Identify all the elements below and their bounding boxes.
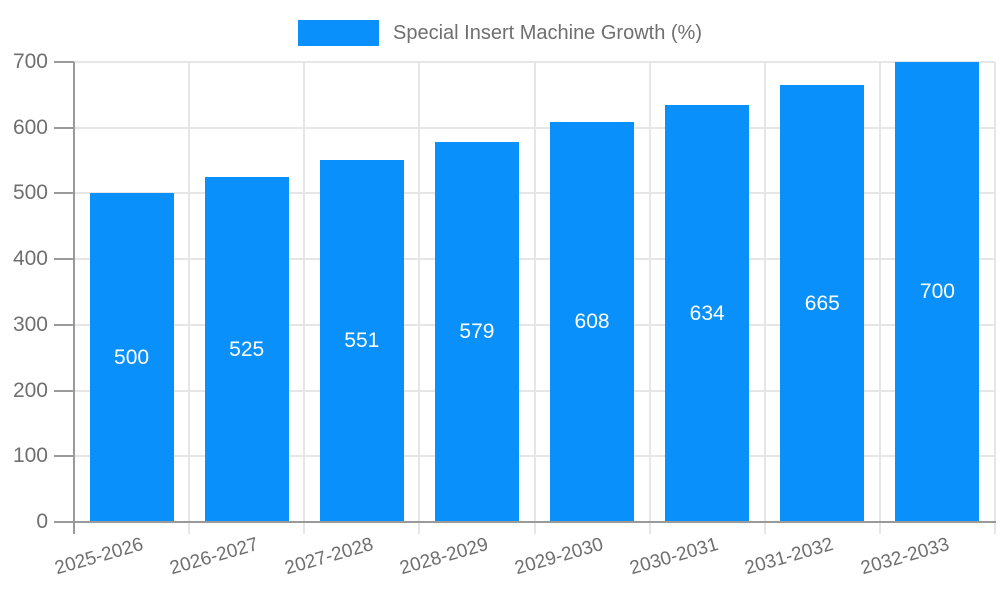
y-axis-tick-label: 500 [12, 181, 48, 205]
y-axis-tick-label: 400 [12, 247, 48, 271]
y-axis-tick-label: 300 [12, 312, 48, 336]
x-axis-tick-label: 2027-2028 [282, 534, 376, 580]
x-axis-line [73, 521, 996, 523]
bar-value-label: 608 [574, 310, 610, 334]
bar-value-label: 500 [114, 345, 150, 369]
y-axis-tick [54, 389, 74, 392]
y-axis-tick [54, 455, 74, 458]
y-axis-tick [54, 258, 74, 261]
x-axis-tick-label: 2030-2031 [627, 534, 721, 580]
bar[interactable] [895, 62, 980, 522]
y-axis-line [73, 62, 75, 534]
y-axis-tick-label: 100 [12, 444, 48, 468]
y-axis-tick-label: 600 [12, 115, 48, 139]
x-axis-tick [188, 522, 191, 534]
x-axis-tick [994, 522, 996, 534]
bar[interactable] [89, 193, 174, 522]
x-gridline [763, 62, 766, 522]
bar[interactable] [319, 159, 404, 522]
bar-value-label: 700 [919, 280, 955, 303]
bar[interactable] [204, 177, 289, 522]
x-axis-tick [878, 522, 881, 534]
x-axis-tick-label: 2025-2026 [52, 534, 146, 580]
legend-label: Special Insert Machine Growth (%) [392, 21, 702, 44]
x-gridline [994, 62, 996, 522]
x-axis-tick [763, 522, 766, 534]
x-axis-tick-label: 2026-2027 [167, 534, 261, 580]
y-axis-tick [54, 192, 74, 195]
bar[interactable] [665, 105, 750, 522]
bar-value-label: 525 [229, 337, 265, 361]
y-axis-tick [54, 323, 74, 326]
y-axis-tick [54, 126, 74, 129]
y-axis-tick [54, 521, 74, 523]
bar[interactable] [780, 85, 865, 522]
y-axis-tick [54, 61, 74, 63]
x-gridline [303, 62, 306, 522]
y-axis-tick-label: 700 [12, 50, 48, 73]
x-gridline [188, 62, 191, 522]
x-axis-tick-label: 2028-2029 [397, 534, 491, 580]
bar[interactable] [434, 141, 519, 522]
chart-legend: Special Insert Machine Growth (%) [0, 20, 1000, 46]
bar-value-label: 665 [804, 291, 840, 315]
x-gridline [648, 62, 651, 522]
bar[interactable] [550, 122, 635, 522]
x-axis-tick [648, 522, 651, 534]
x-axis-tick [418, 522, 421, 534]
x-axis-tick [303, 522, 306, 534]
x-gridline [418, 62, 421, 522]
x-axis-tick-label: 2031-2032 [742, 534, 837, 580]
bar-value-label: 634 [689, 301, 725, 325]
x-axis-tick-label: 2032-2033 [858, 534, 952, 580]
x-axis-tick [533, 522, 536, 534]
bar-value-label: 551 [344, 328, 380, 352]
bar-value-label: 579 [459, 319, 495, 343]
y-axis-tick-label: 200 [12, 378, 48, 402]
x-gridline [533, 62, 536, 522]
x-axis-tick-label: 2029-2030 [512, 534, 606, 580]
x-gridline [878, 62, 881, 522]
y-axis-tick-label: 0 [36, 510, 48, 533]
legend-swatch-icon [297, 20, 379, 46]
